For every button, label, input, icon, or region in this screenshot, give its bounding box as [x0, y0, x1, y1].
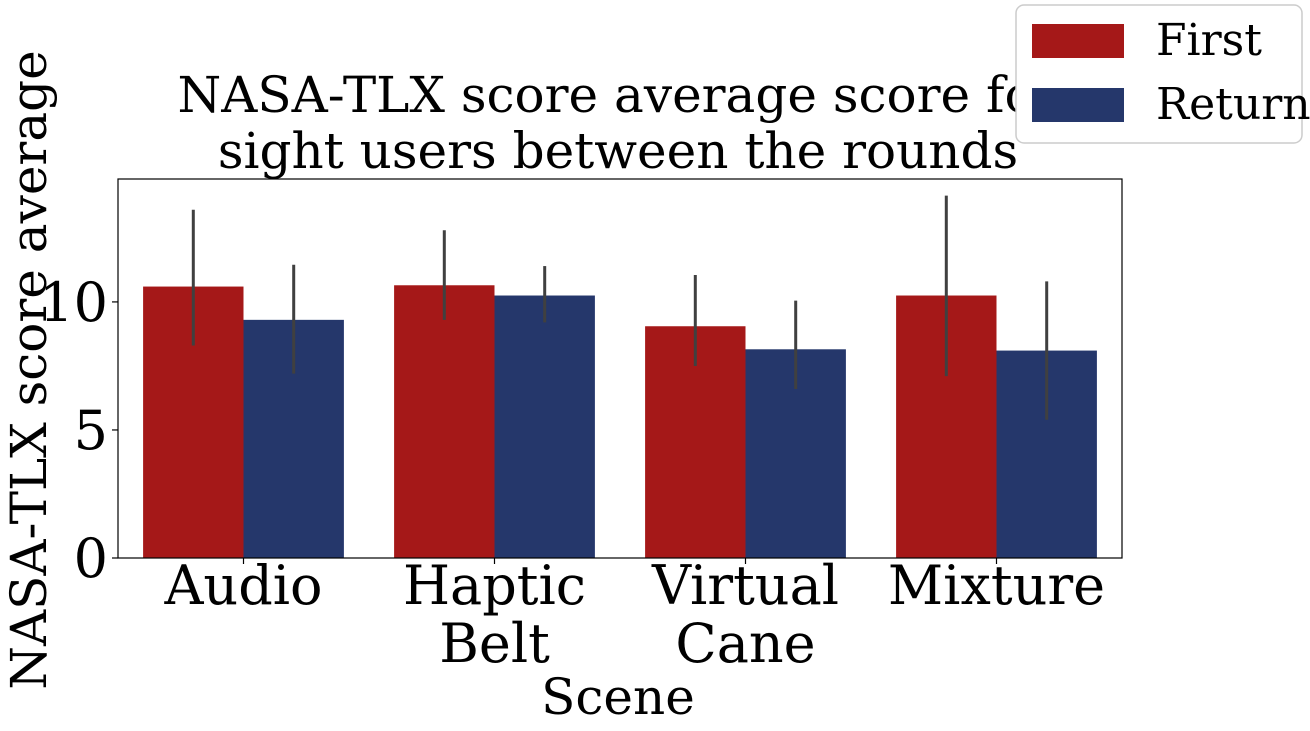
legend-label-return: Return — [1156, 79, 1310, 130]
y-axis-label: NASA-TLX score average — [0, 50, 58, 689]
x-tick-label: Audio — [163, 554, 322, 617]
legend-swatch-first — [1032, 24, 1124, 58]
x-tick-label: Mixture — [888, 554, 1105, 617]
legend-swatch-return — [1032, 88, 1124, 122]
chart-title-line: sight users between the rounds — [218, 122, 1018, 180]
chart-title-line: NASA-TLX score average score for — [177, 66, 1058, 124]
x-tick-label: Haptic — [403, 554, 586, 617]
y-tick-label: 0 — [74, 527, 108, 590]
legend: First Return — [1015, 4, 1310, 144]
x-tick-label: Virtual — [651, 554, 839, 617]
legend-label-first: First — [1156, 15, 1262, 66]
y-axis-ticks: 0 5 10 — [39, 271, 118, 590]
y-tick-label: 10 — [39, 271, 108, 334]
y-tick-label: 5 — [74, 399, 108, 462]
plot-frame — [117, 178, 1123, 559]
bar-first-1 — [394, 285, 495, 558]
x-tick-label: Cane — [675, 612, 815, 675]
x-axis-label: Scene — [541, 668, 695, 726]
bar-return-1 — [494, 295, 595, 558]
bars — [143, 285, 1097, 558]
error-bars — [191, 195, 1049, 420]
x-tick-label: Belt — [439, 612, 550, 675]
